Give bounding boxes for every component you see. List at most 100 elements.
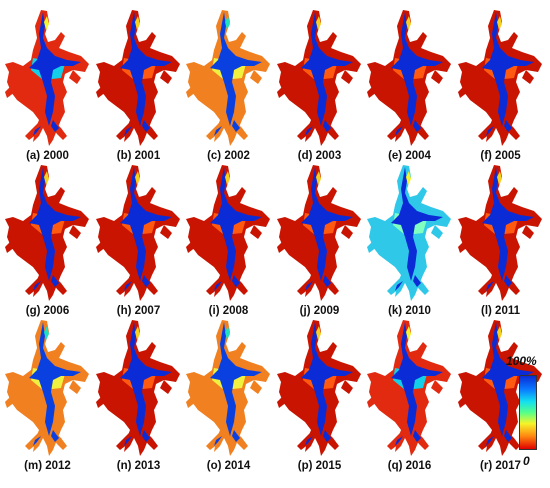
southern-channel [323,120,331,132]
lake-arm [69,70,81,84]
map-panel: (c) 2002 [184,8,273,170]
river-channel [391,322,443,436]
southwest-channel [214,436,222,446]
map-panel: (r) 2017 [456,318,545,480]
southwest-channel [124,436,132,446]
panel-caption: (e) 2004 [388,150,431,162]
river-channel [120,167,172,281]
lake-arm [367,86,377,98]
lake-arm [186,396,196,408]
upstream-patch [225,16,230,30]
upstream-patch [316,171,321,185]
upstream-patch [497,326,502,340]
map-panel: (b) 2001 [94,8,183,170]
southern-channel [142,120,150,132]
lake-arm [5,241,15,253]
upstream-patch [225,171,230,185]
southwest-channel [395,126,403,136]
lake-map-image [277,320,361,456]
lake-arm [297,432,315,450]
panel-caption: (i) 2008 [208,305,249,317]
lake-map-image [96,10,180,146]
lake-arm [458,396,468,408]
lake-arm [5,396,15,408]
lake-arm [116,122,134,140]
lake-arm [186,86,196,98]
southwest-channel [395,281,403,291]
upstream-patch [225,326,230,340]
lake-arm [387,277,405,295]
southern-channel [51,275,59,287]
lake-arm [206,277,224,295]
panel-caption: (j) 2009 [299,305,340,317]
upstream-patch [497,171,502,185]
southern-channel [142,430,150,442]
map-panel: (o) 2014 [184,318,273,480]
lake-arm [160,380,172,394]
lake-arm [206,122,224,140]
lake-map-image [5,320,89,456]
lake-arm [522,225,534,239]
lake-arm [458,241,468,253]
lake-arm [96,86,106,98]
lake-map-image [458,10,542,146]
southwest-channel [124,126,132,136]
lake-map-image [277,165,361,301]
panel-caption: (n) 2013 [116,460,161,472]
lake-arm [341,70,353,84]
panel-caption: (k) 2010 [388,305,431,317]
lake-arm [277,86,287,98]
lake-arm [458,86,468,98]
map-panel: (j) 2009 [275,163,364,325]
river-channel [482,322,534,436]
map-panel: (k) 2010 [365,163,454,325]
upstream-patch [406,16,411,30]
lake-arm [160,70,172,84]
southwest-channel [214,126,222,136]
lake-arm [431,225,443,239]
lake-arm [277,241,287,253]
lake-arm [367,241,377,253]
panel-caption: (m) 2012 [24,460,71,472]
southwest-channel [305,281,313,291]
southern-channel [232,430,240,442]
map-panel: (g) 2006 [3,163,92,325]
upstream-patch [135,16,140,30]
upstream-patch [135,326,140,340]
map-panel: (f) 2005 [456,8,545,170]
lake-arm [69,225,81,239]
southwest-channel [486,281,494,291]
river-channel [210,12,262,126]
lake-arm [522,70,534,84]
lake-arm [478,432,496,450]
upstream-patch [497,16,502,30]
lake-arm [250,70,262,84]
lake-arm [96,241,106,253]
panel-caption: (b) 2001 [116,150,161,162]
lake-arm [96,396,106,408]
lake-map-image [96,165,180,301]
panel-caption: (q) 2016 [387,460,432,472]
lake-arm [431,380,443,394]
upstream-patch [44,16,49,30]
panel-caption: (c) 2002 [207,150,250,162]
map-panel: (n) 2013 [94,318,183,480]
southwest-channel [395,436,403,446]
southern-channel [232,275,240,287]
panel-caption: (r) 2017 [480,460,521,472]
lake-arm [297,122,315,140]
river-channel [301,322,353,436]
southern-channel [413,430,421,442]
lake-map-image [458,165,542,301]
southern-channel [51,430,59,442]
lake-arm [478,277,496,295]
upstream-patch [44,171,49,185]
map-panel: (l) 2011 [456,163,545,325]
panel-caption: (p) 2015 [297,460,342,472]
southern-channel [504,120,512,132]
lake-arm [431,70,443,84]
lake-map-image [186,165,270,301]
lake-arm [341,225,353,239]
river-channel [391,12,443,126]
southern-channel [142,275,150,287]
